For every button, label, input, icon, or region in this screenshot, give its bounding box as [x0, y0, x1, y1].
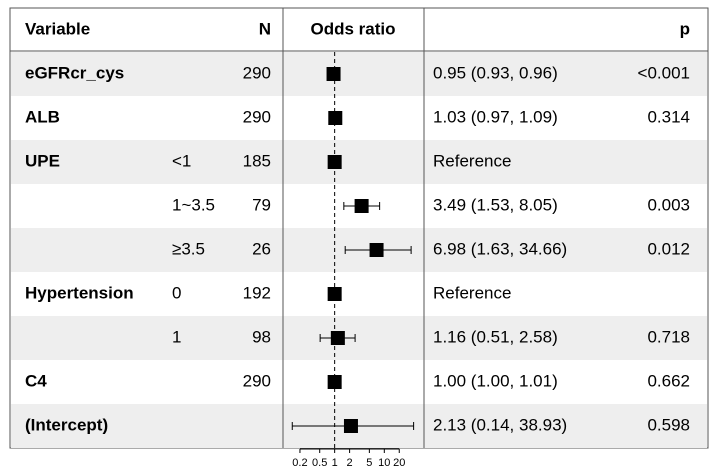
estimate-label: 1.03 (0.97, 1.09): [433, 107, 558, 126]
n-value: 290: [243, 63, 271, 82]
x-tick-label: 10: [378, 457, 390, 469]
row-stripe: [11, 52, 707, 96]
n-value: 290: [243, 371, 271, 390]
x-tick-label: 0.2: [292, 457, 307, 469]
n-value: 192: [243, 283, 271, 302]
x-tick-label: 1: [332, 457, 338, 469]
estimate-label: 2.13 (0.14, 38.93): [433, 415, 567, 434]
x-tick-label: 5: [366, 457, 372, 469]
estimate-square: [326, 67, 341, 81]
p-value: 0.662: [647, 371, 690, 390]
n-value: 26: [252, 239, 271, 258]
header-variable: Variable: [25, 19, 90, 38]
header-n: N: [259, 19, 271, 38]
level-label: 0: [172, 283, 181, 302]
estimate-square: [343, 419, 358, 433]
header-p: p: [680, 19, 690, 38]
p-value: 0.012: [647, 239, 690, 258]
estimate-square: [330, 331, 345, 345]
estimate-square: [369, 243, 384, 257]
variable-label: UPE: [25, 151, 60, 170]
variable-label: ALB: [25, 107, 60, 126]
estimate-square: [327, 155, 342, 169]
n-value: 290: [243, 107, 271, 126]
p-value: 0.598: [647, 415, 690, 434]
n-value: 79: [252, 195, 271, 214]
variable-label: C4: [25, 371, 47, 390]
estimate-square: [327, 375, 342, 389]
estimate-label: 3.49 (1.53, 8.05): [433, 195, 558, 214]
estimate-square: [354, 199, 369, 213]
p-value: 0.718: [647, 327, 690, 346]
x-tick-label: 0.5: [312, 457, 327, 469]
p-value: 0.314: [647, 107, 690, 126]
level-label: 1~3.5: [172, 195, 215, 214]
row-stripe: [11, 316, 707, 360]
level-label: 1: [172, 327, 181, 346]
variable-label: eGFRcr_cys: [25, 63, 124, 82]
variable-label: (Intercept): [25, 415, 108, 434]
p-value: <0.001: [638, 63, 690, 82]
estimate-square: [327, 287, 342, 301]
estimate-label: 1.16 (0.51, 2.58): [433, 327, 558, 346]
row-stripe: [11, 140, 707, 184]
estimate-label: Reference: [433, 283, 511, 302]
x-tick-label: 20: [393, 457, 405, 469]
estimate-label: 6.98 (1.63, 34.66): [433, 239, 567, 258]
x-tick-label: 2: [347, 457, 353, 469]
variable-label: Hypertension: [25, 283, 134, 302]
estimate-label: 1.00 (1.00, 1.01): [433, 371, 558, 390]
estimate-square: [328, 111, 343, 125]
level-label: <1: [172, 151, 191, 170]
estimate-label: 0.95 (0.93, 0.96): [433, 63, 558, 82]
p-value: 0.003: [647, 195, 690, 214]
header-estimate: Odds ratio: [310, 19, 395, 38]
rows: [11, 52, 707, 448]
level-label: ≥3.5: [172, 239, 205, 258]
n-value: 185: [243, 151, 271, 170]
estimate-label: Reference: [433, 151, 511, 170]
n-value: 98: [252, 327, 271, 346]
